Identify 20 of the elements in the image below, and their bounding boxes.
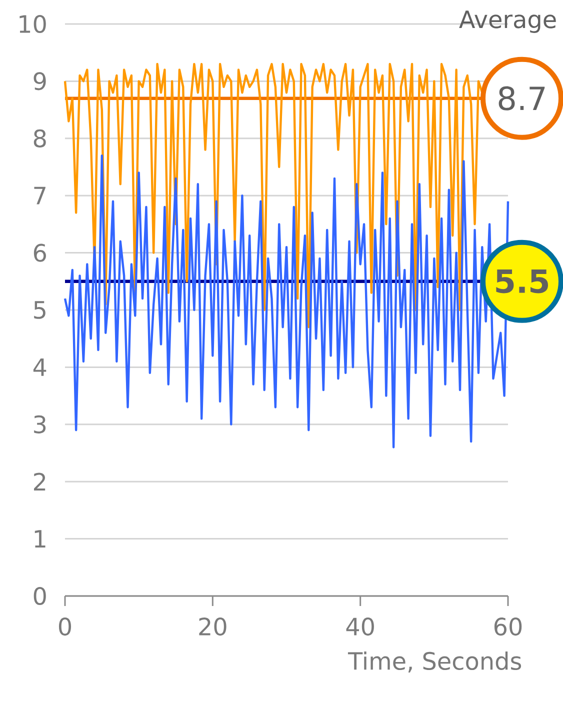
y-tick-label: 10	[20, 14, 46, 34]
y-tick-label: 8	[34, 129, 46, 148]
line-series	[64, 62, 484, 328]
y-tick-label: 6	[34, 244, 46, 262]
annotation: Average	[459, 10, 556, 33]
y-tick-label: 3	[34, 415, 46, 434]
x-tick-label: 40	[346, 618, 374, 636]
x-tick-label: 0	[58, 618, 72, 636]
y-tick-label: 7	[34, 186, 46, 204]
x-tick-label: 20	[199, 618, 226, 636]
y-tick-label: 2	[34, 472, 46, 490]
ref-line-label: 8.7	[498, 86, 545, 110]
y-tick-label: 1	[34, 530, 46, 548]
x-axis-title: Time, Seconds	[348, 652, 522, 672]
y-tick-label: 0	[34, 586, 46, 606]
y-tick-label: 9	[34, 72, 46, 90]
y-tick-label: 4	[33, 358, 46, 376]
ref-line-label: 5.5	[496, 270, 548, 294]
x-tick-label: 60	[494, 618, 522, 636]
y-tick-label: 5	[34, 301, 46, 319]
